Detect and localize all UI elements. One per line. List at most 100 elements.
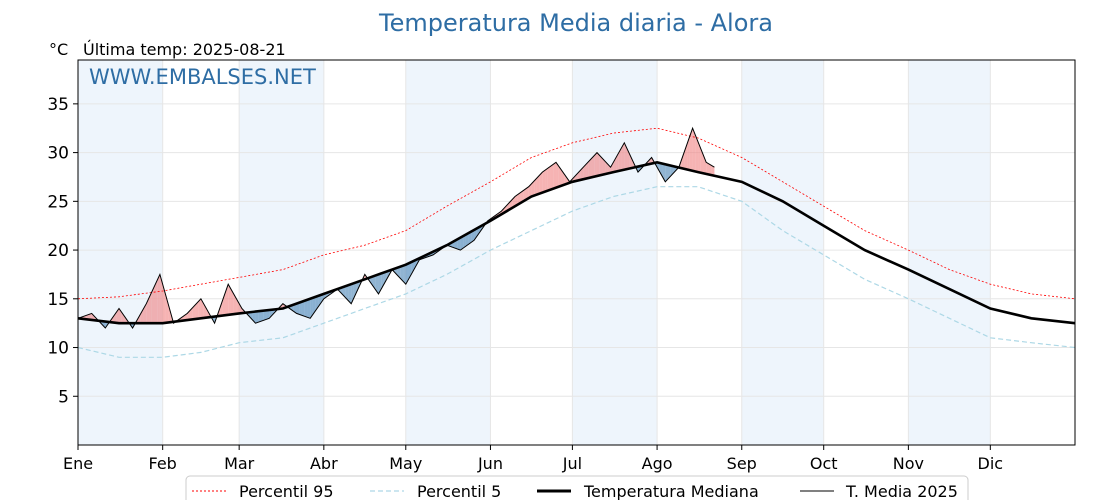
- fill-above-median: [230, 289, 234, 315]
- fill-above-median: [531, 180, 535, 197]
- x-tick-label: Jul: [562, 454, 582, 473]
- month-band: [572, 60, 658, 445]
- chart-title: Temperatura Media diaria - Alora: [378, 9, 773, 37]
- legend-label-median: Temperatura Mediana: [583, 482, 759, 500]
- watermark-text: WWW.EMBALSES.NET: [89, 65, 316, 89]
- fill-above-median: [206, 308, 210, 318]
- fill-above-median: [542, 170, 546, 193]
- series-line-p5: [77, 186, 1076, 358]
- x-tick-label: Jun: [477, 454, 503, 473]
- fill-above-median: [198, 298, 201, 319]
- fill-above-median: [539, 172, 543, 194]
- fill-above-median: [624, 142, 628, 170]
- fill-above-median: [121, 312, 125, 324]
- fill-below-median: [102, 321, 106, 329]
- fill-above-median: [520, 190, 524, 203]
- fill-below-median: [348, 284, 352, 304]
- x-tick-label: Sep: [727, 454, 757, 473]
- fill-above-median: [165, 293, 169, 323]
- fill-above-median: [88, 313, 92, 320]
- fill-below-median: [353, 282, 357, 298]
- fill-below-median: [405, 263, 409, 285]
- fill-above-median: [189, 307, 193, 320]
- fill-above-median: [588, 158, 592, 178]
- fill-above-median: [550, 164, 554, 190]
- fill-above-median: [517, 192, 521, 205]
- fill-above-median: [192, 304, 196, 320]
- series-line-2025: [77, 126, 715, 329]
- fill-above-median: [534, 177, 537, 196]
- fill-above-median: [536, 175, 540, 195]
- fill-above-median: [553, 162, 557, 189]
- fill-above-median: [703, 155, 707, 174]
- fill-above-median: [689, 128, 693, 171]
- x-tick-label: Feb: [149, 454, 177, 473]
- fill-above-median: [228, 284, 231, 315]
- month-band: [741, 60, 824, 445]
- month-band: [78, 60, 163, 445]
- fill-below-median: [397, 266, 401, 279]
- fill-below-median: [252, 311, 256, 324]
- fill-below-median: [370, 276, 374, 287]
- fill-above-median: [113, 312, 117, 323]
- fill-below-median: [345, 285, 349, 301]
- fill-above-median: [149, 291, 152, 324]
- fill-below-median: [301, 300, 305, 317]
- y-tick-label: 15: [47, 290, 69, 310]
- fill-below-median: [457, 237, 461, 251]
- fill-below-median: [668, 164, 671, 179]
- fill-above-median: [621, 142, 625, 171]
- fill-below-median: [403, 264, 406, 285]
- legend-label-current: T. Media 2025: [845, 482, 958, 500]
- fill-above-median: [233, 293, 237, 315]
- fill-above-median: [586, 161, 589, 179]
- fill-above-median: [523, 188, 526, 202]
- fill-below-median: [378, 273, 382, 294]
- legend: Percentil 95 Percentil 5 Temperatura Med…: [185, 475, 969, 500]
- fill-above-median: [545, 168, 548, 192]
- fill-above-median: [602, 158, 606, 175]
- series-line-median: [77, 160, 1076, 325]
- month-band: [239, 60, 324, 445]
- fill-below-median: [293, 303, 297, 314]
- fill-below-median: [307, 298, 311, 319]
- x-tick-label: Oct: [810, 454, 838, 473]
- y-tick-label: 10: [47, 339, 69, 359]
- fill-above-median: [613, 157, 617, 173]
- series-line-p95: [77, 127, 1076, 300]
- y-tick-label: 25: [47, 192, 69, 212]
- anomaly-fills: [78, 128, 715, 329]
- fill-above-median: [564, 174, 567, 185]
- fill-above-median: [610, 162, 614, 173]
- fill-above-median: [157, 274, 160, 324]
- fill-above-median: [708, 163, 712, 176]
- fill-above-median: [698, 141, 701, 173]
- fill-above-median: [528, 183, 532, 199]
- fill-below-median: [465, 233, 469, 247]
- y-tick-label: 30: [47, 144, 69, 164]
- fill-above-median: [143, 303, 147, 324]
- x-tick-label: Ago: [642, 454, 673, 473]
- fill-above-median: [561, 170, 565, 186]
- x-tick-label: Mar: [224, 454, 255, 473]
- fill-above-median: [580, 167, 584, 180]
- fill-above-median: [239, 303, 242, 314]
- fill-below-median: [411, 260, 414, 275]
- fill-above-median: [154, 280, 158, 324]
- fill-above-median: [706, 162, 709, 175]
- fill-above-median: [599, 155, 603, 176]
- fill-above-median: [594, 152, 597, 177]
- fill-below-median: [342, 286, 346, 298]
- fill-below-median: [400, 265, 404, 282]
- plot-frame: [77, 59, 1076, 446]
- fill-above-median: [711, 165, 715, 176]
- fill-above-median: [151, 286, 155, 324]
- fill-below-median: [665, 164, 669, 182]
- x-tick-label: Abr: [310, 454, 338, 473]
- fill-above-median: [200, 298, 204, 319]
- y-tick-label: 20: [47, 241, 69, 261]
- fill-below-median: [321, 293, 324, 303]
- legend-label-p95: Percentil 95: [239, 482, 334, 500]
- fill-below-median: [375, 274, 379, 294]
- fill-above-median: [618, 147, 622, 171]
